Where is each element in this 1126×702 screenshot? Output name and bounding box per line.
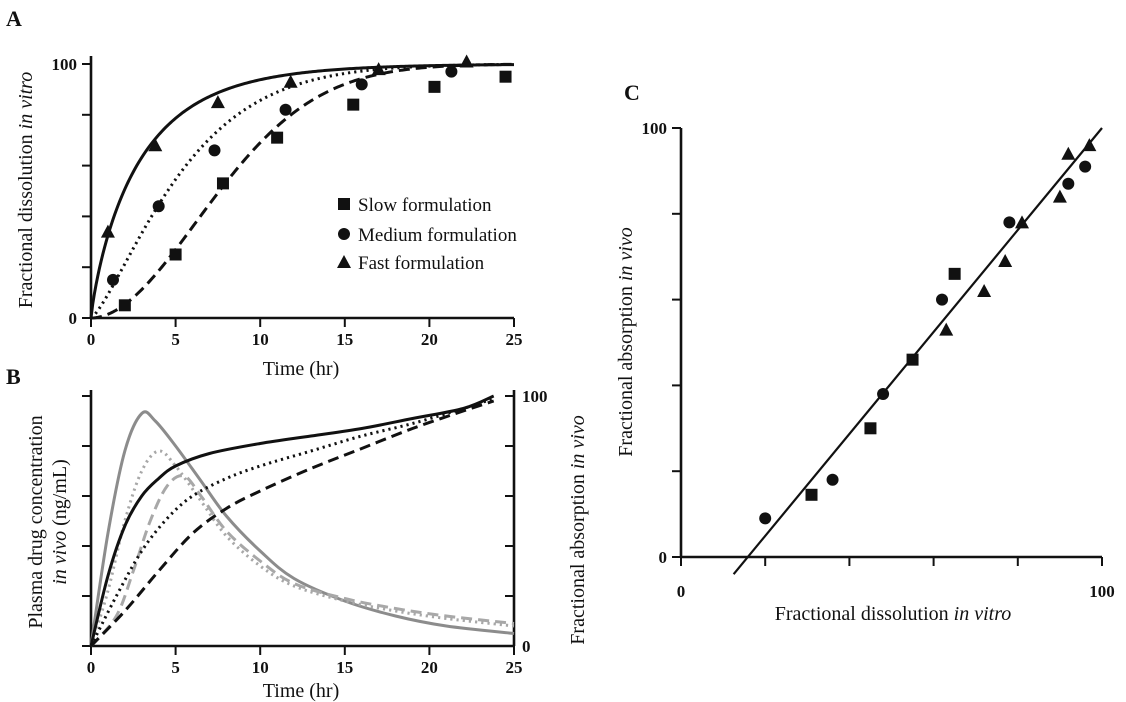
panel-a-point-circle xyxy=(152,200,165,213)
panel-b-x-tick-label: 5 xyxy=(171,658,180,677)
panel-a-curve-triangle xyxy=(89,63,515,319)
panel-a-letter: A xyxy=(6,6,22,31)
panel-b-x-tick-label: 0 xyxy=(87,658,96,677)
legend-triangle-marker xyxy=(337,255,351,268)
panel-a-point-square xyxy=(428,80,441,93)
panel-c-letter: C xyxy=(624,80,640,105)
panel-b-y2-tick-label: 100 xyxy=(522,387,548,406)
panel-c-point-triangle xyxy=(939,322,954,336)
panel-c-point-square xyxy=(906,353,919,366)
panel-c-point-circle xyxy=(877,387,890,400)
panel-a-point-circle xyxy=(279,103,292,116)
panel-c-point-circle xyxy=(1079,160,1092,173)
panel-a-axes: 0 100 0 5 10 15 20 25 xyxy=(52,55,523,349)
panel-b-absorption-slow-line xyxy=(89,399,495,648)
panel-c-x-tick-label: 100 xyxy=(1089,582,1115,601)
legend-square-marker xyxy=(338,198,350,210)
panel-a-point-circle xyxy=(355,78,368,91)
panel-a-point-square xyxy=(499,70,512,83)
panel-a-legend: Slow formulation Medium formulation Fast… xyxy=(337,195,517,274)
panel-c-point-circle xyxy=(1003,216,1016,229)
legend-circle-marker xyxy=(338,228,350,240)
panel-c-point-circle xyxy=(936,293,949,306)
panel-c-point-square xyxy=(948,267,961,280)
panel-a-x-tick-label: 25 xyxy=(506,330,523,349)
panel-a-x-tick-label: 0 xyxy=(87,330,96,349)
panel-b-axes: 0 100 0 5 10 15 20 25 xyxy=(82,387,548,677)
panel-a-point-square xyxy=(347,98,360,111)
panel-c-axes: 0 100 0 100 xyxy=(642,119,1115,601)
panel-b-absorption-medium-line xyxy=(89,397,495,647)
panel-a-point-circle xyxy=(445,65,458,78)
panel-c-xlabel: Fractional dissolution in vitro xyxy=(775,603,1011,625)
panel-c-x-tick-label: 0 xyxy=(677,582,686,601)
panel-a-point-square xyxy=(216,177,229,190)
panel-a-point-triangle xyxy=(283,74,298,88)
panel-c-point-square xyxy=(805,488,818,501)
panel-a-x-tick-label: 5 xyxy=(171,330,180,349)
panel-a-point-circle xyxy=(106,273,119,286)
panel-c-point-circle xyxy=(759,512,772,525)
panel-b-plasma-slow-line xyxy=(89,474,515,647)
panel-b-curves xyxy=(89,394,515,648)
panel-c-fit-line xyxy=(732,127,1103,575)
panel-a-point-square xyxy=(271,131,284,144)
panel-a-point-circle xyxy=(208,144,221,157)
panel-c-point-square xyxy=(864,422,877,435)
panel-c-point-triangle xyxy=(1052,189,1067,203)
panel-c-point-triangle xyxy=(1015,215,1030,229)
panel-a-curve-square xyxy=(90,62,515,320)
panel-b-plasma-fast-line xyxy=(89,410,515,647)
panel-b-x-tick-label: 15 xyxy=(336,658,353,677)
panel-b-absorption-fast-line xyxy=(89,394,495,647)
panel-c-point-circle xyxy=(826,473,839,486)
panel-b-plasma-medium-line xyxy=(89,449,515,647)
panel-a-y-tick-label: 100 xyxy=(52,55,78,74)
panel-a-point-square xyxy=(169,248,182,261)
legend-fast-label: Fast formulation xyxy=(358,253,485,274)
panel-a-y-tick-label: 0 xyxy=(69,309,78,328)
panel-b-ylabel-line1: Plasma drug concentration xyxy=(25,415,47,628)
panel-c-y-tick-label: 0 xyxy=(659,548,668,567)
panel-a-point-triangle xyxy=(210,95,225,109)
panel-a-point-square xyxy=(118,299,131,312)
panel-b-x-tick-label: 10 xyxy=(252,658,269,677)
panel-a-curves xyxy=(89,62,515,320)
panel-c-point-triangle xyxy=(1082,138,1097,152)
panel-a-points xyxy=(100,54,512,312)
panel-a-x-tick-label: 15 xyxy=(336,330,353,349)
panel-c-point-triangle xyxy=(977,284,992,298)
panel-c: C Fractional absorption in vivo 0 100 0 100… xyxy=(615,80,1115,625)
panel-a-point-triangle xyxy=(100,224,115,238)
panel-b-letter: B xyxy=(6,364,21,389)
panel-a-curve-circle xyxy=(90,62,515,320)
panel-c-ylabel: Fractional absorption in vivo xyxy=(615,227,637,456)
panel-a-point-triangle xyxy=(371,62,386,76)
panel-a-x-tick-label: 10 xyxy=(252,330,269,349)
panel-c-point-triangle xyxy=(998,253,1013,267)
panel-c-y-tick-label: 100 xyxy=(642,119,668,138)
panel-a-x-tick-label: 20 xyxy=(421,330,438,349)
panel-a-xlabel: Time (hr) xyxy=(263,358,339,380)
panel-a-point-triangle xyxy=(459,54,474,68)
panel-a: A Fractional dissolution in vitro 0 100 0 5… xyxy=(6,6,523,380)
panel-c-point-circle xyxy=(1062,177,1075,190)
panel-b: B Plasma drug concentration in vivo (ng/… xyxy=(6,364,589,702)
legend-slow-label: Slow formulation xyxy=(358,195,492,216)
panel-b-xlabel: Time (hr) xyxy=(263,680,339,702)
panel-b-y2-tick-label: 0 xyxy=(522,637,531,656)
panel-b-ylabel-line2: in vivo (ng/mL) xyxy=(49,459,71,585)
panel-b-x-tick-label: 25 xyxy=(506,658,523,677)
panel-a-point-triangle xyxy=(148,138,163,152)
legend-medium-label: Medium formulation xyxy=(358,225,517,246)
panel-a-ylabel: Fractional dissolution in vitro xyxy=(15,72,37,308)
panel-c-fit xyxy=(732,127,1103,575)
panel-b-y2label: Fractional absorption in vivo xyxy=(567,415,589,644)
panel-c-points xyxy=(759,138,1097,525)
panel-b-x-tick-label: 20 xyxy=(421,658,438,677)
panel-c-point-triangle xyxy=(1061,146,1076,160)
